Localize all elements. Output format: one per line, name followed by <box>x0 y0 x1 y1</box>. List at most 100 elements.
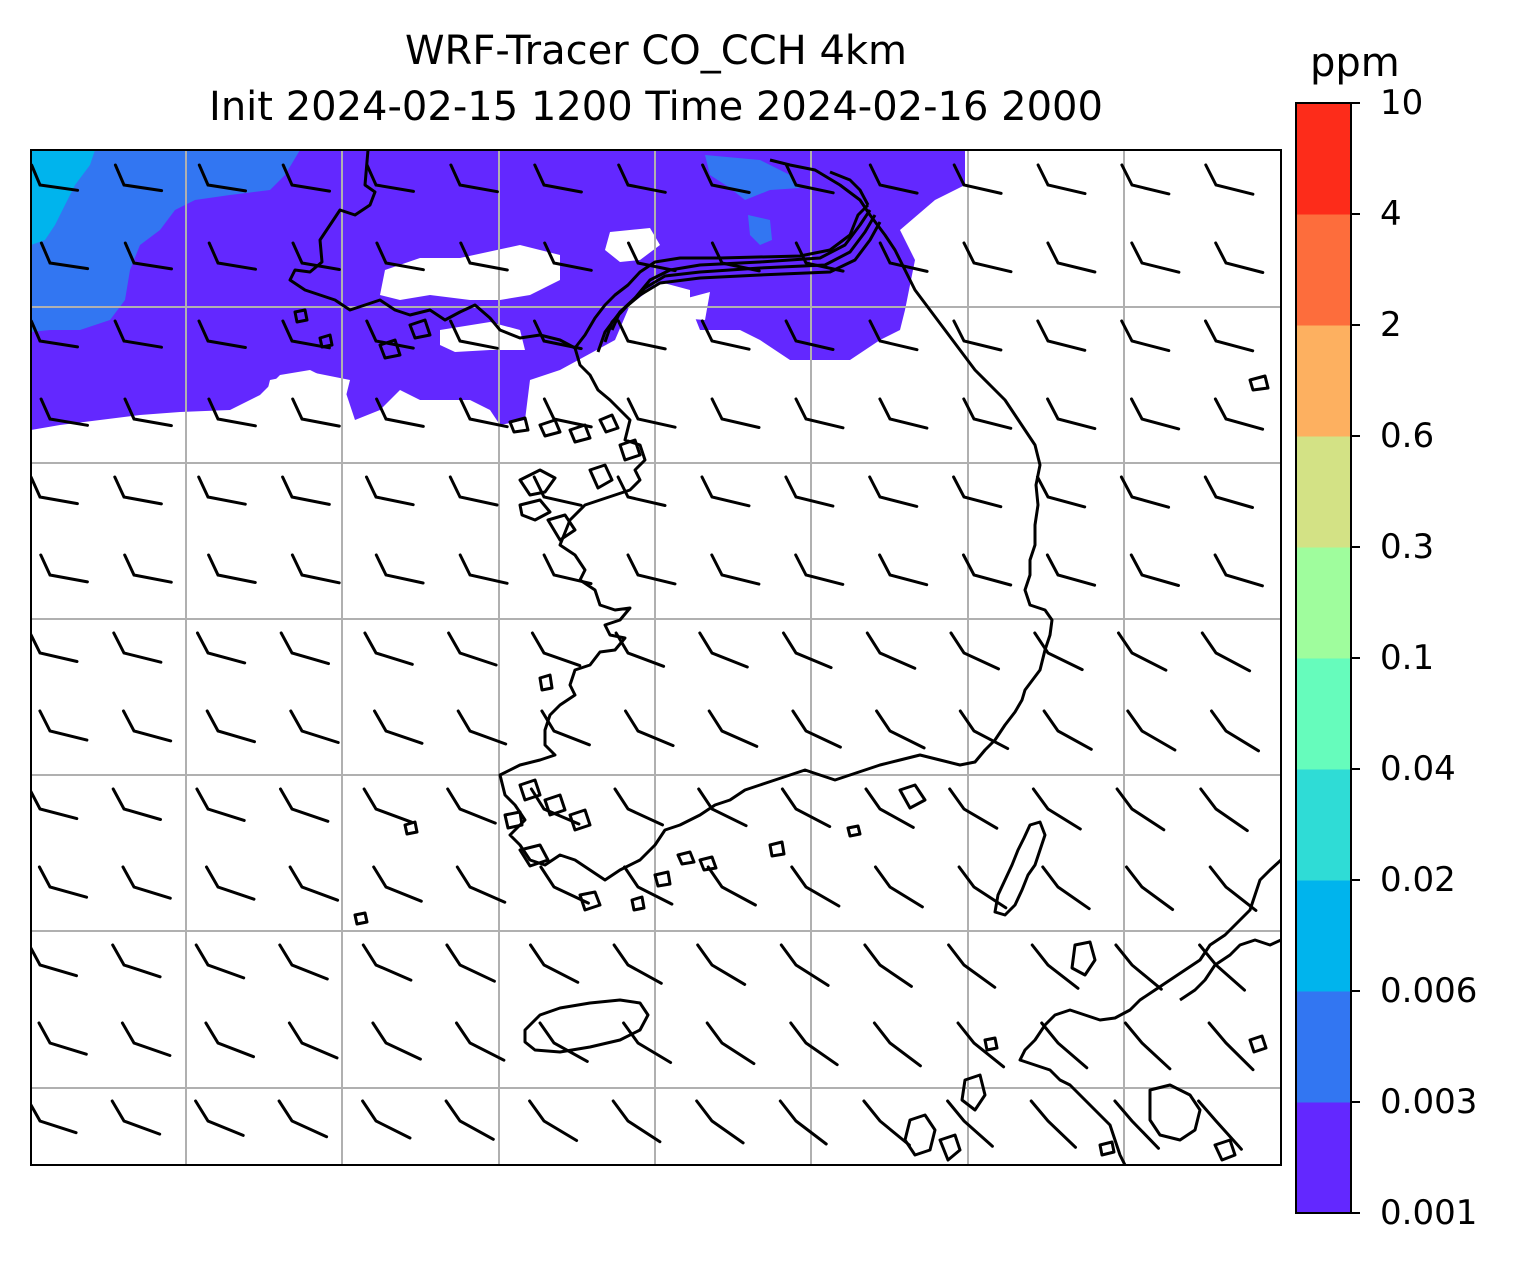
wind-barb <box>291 397 341 428</box>
wind-barb <box>1119 475 1171 509</box>
wind-barb <box>197 319 247 349</box>
wind-barb <box>113 163 164 193</box>
wind-barb <box>529 943 580 984</box>
wind-barb <box>363 631 414 666</box>
wind-barb <box>1210 709 1260 753</box>
wind-barb <box>784 475 835 508</box>
wind-barb <box>1214 241 1265 274</box>
wind-barb <box>627 241 677 273</box>
wind-barb <box>361 943 413 982</box>
wind-barb <box>948 787 999 830</box>
wind-barb <box>947 943 997 989</box>
coastlines <box>288 150 1281 1165</box>
wind-barb <box>278 943 329 981</box>
wind-barb <box>540 709 591 747</box>
wind-barb <box>794 397 845 430</box>
wind-barb <box>700 319 751 351</box>
map-title: WRF-Tracer CO_CCH 4km <box>404 28 908 74</box>
wind-barb <box>710 241 761 273</box>
wind-barb <box>1033 631 1084 672</box>
wind-barb <box>782 631 833 670</box>
wind-barb <box>1125 865 1175 911</box>
wind-barb <box>1036 319 1087 352</box>
colorbar-segment <box>1296 547 1351 659</box>
wind-barb <box>613 787 664 827</box>
wind-barb <box>207 397 257 428</box>
wind-barb <box>529 787 581 826</box>
wind-barb <box>31 1102 78 1135</box>
wind-barb <box>878 241 929 273</box>
wind-barb <box>1045 553 1097 587</box>
wind-barb <box>946 1099 994 1148</box>
wind-barb <box>455 865 507 904</box>
wind-barb <box>622 1021 673 1064</box>
wind-barb <box>533 319 583 351</box>
wind-barb <box>281 163 331 193</box>
wind-barb <box>617 163 667 194</box>
gridlines <box>31 150 1281 1165</box>
wind-barb <box>868 475 919 508</box>
wind-barb <box>194 943 246 980</box>
wind-barb <box>372 865 423 903</box>
wind-barb <box>710 553 761 586</box>
colorbar-segment <box>1296 436 1351 548</box>
wind-barb <box>288 865 340 902</box>
wind-barb <box>39 241 90 271</box>
wind-barb <box>623 865 674 906</box>
colorbar-segment <box>1296 658 1351 770</box>
colorbar-segment <box>1296 325 1351 437</box>
wind-barb <box>696 943 747 986</box>
wind-barb <box>111 943 162 979</box>
wind-barb <box>1115 787 1166 832</box>
wind-barb <box>123 397 173 428</box>
wind-barb <box>543 241 593 272</box>
wind-barb <box>37 1021 88 1056</box>
wind-barb <box>31 631 79 663</box>
wind-barb <box>1113 1099 1160 1150</box>
wind-barb <box>112 631 163 664</box>
wind-barb <box>375 241 425 272</box>
wind-barb <box>878 397 929 430</box>
wind-barb <box>121 865 172 900</box>
wind-barb <box>779 943 830 987</box>
wind-barb <box>1029 1099 1077 1149</box>
wind-barb <box>1213 553 1264 588</box>
wind-barb <box>279 787 330 823</box>
wind-barb <box>373 709 424 745</box>
colorbar-segment <box>1296 769 1351 881</box>
colorbar-segment <box>1296 880 1351 992</box>
wind-barb <box>197 475 247 506</box>
map-subtitle: Init 2024-02-15 1200 Time 2024-02-16 200… <box>209 84 1103 130</box>
wind-barb <box>1208 865 1258 912</box>
wind-barb <box>695 1099 745 1145</box>
wind-barb <box>197 163 247 193</box>
wind-barb <box>624 709 675 748</box>
colorbar-segment <box>1296 214 1351 326</box>
wind-barb <box>865 631 917 670</box>
colorbar-tick-label: 10 <box>1380 83 1424 123</box>
wind-barb <box>952 475 1003 509</box>
wind-barb <box>1120 163 1171 196</box>
wind-barb <box>1046 397 1097 431</box>
wind-barb <box>1114 943 1163 991</box>
wind-barb <box>789 1021 839 1067</box>
wind-barb <box>697 787 748 828</box>
wind-barb <box>956 1021 1006 1069</box>
wind-barb <box>37 865 89 899</box>
wind-barb <box>362 787 414 824</box>
wind-barb <box>1046 241 1097 274</box>
wind-barb <box>784 163 835 195</box>
wind-barb <box>542 553 593 586</box>
wind-barb <box>539 865 590 905</box>
wind-barb <box>1130 241 1181 274</box>
wind-barb <box>456 709 508 746</box>
wind-barb <box>1129 553 1180 587</box>
wind-barb <box>122 709 173 743</box>
wind-barb <box>123 553 173 584</box>
wind-barb <box>538 1021 589 1063</box>
wind-barb <box>1036 163 1087 196</box>
wind-barb <box>611 1099 662 1144</box>
wind-barb <box>626 553 677 586</box>
colorbar-tick-label: 0.02 <box>1380 860 1456 900</box>
wind-barb <box>1200 631 1252 673</box>
